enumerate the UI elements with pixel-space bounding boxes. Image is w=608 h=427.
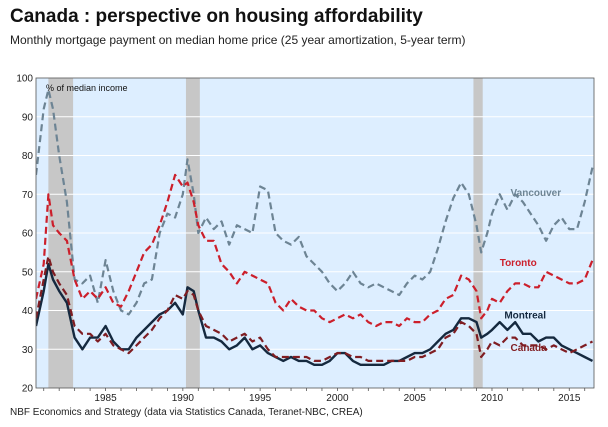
series-label-toronto: Toronto — [500, 258, 537, 269]
y-tick-label: 70 — [22, 190, 34, 201]
y-tick-label: 100 — [16, 74, 33, 85]
x-tick-label: 2015 — [558, 393, 581, 404]
series-line-vancouver — [36, 88, 594, 316]
y-tick-label: 50 — [22, 267, 34, 278]
chart-title: Canada : perspective on housing affordab… — [10, 6, 423, 27]
x-tick-label: 1990 — [172, 393, 195, 404]
series-labels: Vancouver Toronto Montreal Canada — [500, 188, 562, 354]
chart-subtitle: Monthly mortgage payment on median home … — [10, 33, 466, 47]
series-label-canada: Canada — [511, 343, 548, 354]
x-axis-ticks: 1985 1990 1995 2000 2005 2010 2015 — [43, 388, 586, 404]
series-line-montreal — [36, 262, 594, 366]
y-tick-label: 60 — [22, 229, 34, 240]
series-line-toronto — [36, 173, 594, 328]
y-tick-label: 90 — [22, 112, 34, 123]
plot-frame — [35, 77, 595, 389]
y-tick-label: 20 — [22, 384, 34, 395]
source-note: NBF Economics and Strategy (data via Sta… — [10, 407, 363, 418]
y-axis-label: % of median income — [46, 83, 128, 93]
series-lines — [36, 88, 594, 366]
series-label-montreal: Montreal — [504, 310, 546, 321]
y-tick-label: 80 — [22, 151, 34, 162]
y-tick-label: 30 — [22, 345, 34, 356]
x-tick-label: 2010 — [481, 393, 504, 404]
x-tick-label: 1995 — [249, 393, 272, 404]
y-axis-ticks: 20 30 40 50 60 70 80 90 100 — [16, 74, 33, 395]
x-tick-label: 1985 — [94, 393, 117, 404]
x-tick-label: 2005 — [404, 393, 427, 404]
y-tick-label: 40 — [22, 306, 34, 317]
x-tick-label: 2000 — [326, 393, 349, 404]
series-label-vancouver: Vancouver — [511, 188, 562, 199]
series-line-canada — [36, 255, 593, 362]
